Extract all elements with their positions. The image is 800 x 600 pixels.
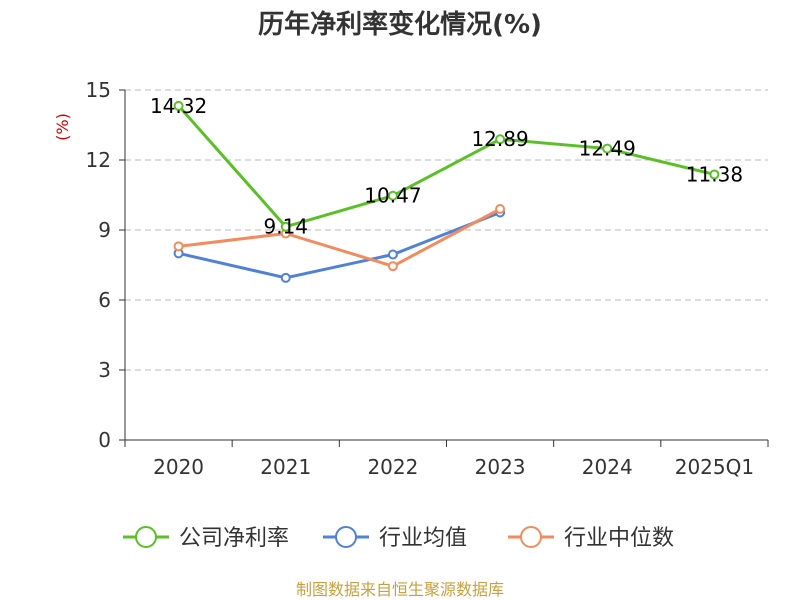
point-0-0: [173, 100, 184, 111]
point-1-1: [280, 272, 291, 283]
chart-title: 历年净利率变化情况(%): [258, 9, 542, 40]
legend-swatch-marker-0: [135, 526, 157, 548]
data-label-0-0: 14.32: [150, 94, 207, 118]
legend-item-1: 行业均值: [323, 526, 467, 551]
legend-item-0: 公司净利率: [123, 526, 289, 551]
point-0-4: [602, 143, 613, 154]
point-1-2: [387, 249, 398, 260]
series-2: [173, 204, 506, 272]
point-0-2: [387, 190, 398, 201]
x-tick-label-1: 2021: [260, 455, 311, 479]
y-tick-label-4: 12: [86, 148, 111, 172]
y-tick-label-1: 3: [98, 358, 111, 382]
series-0: [173, 100, 720, 232]
point-2-2: [387, 261, 398, 272]
legend-swatch-marker-1: [335, 526, 357, 548]
y-tick-label-2: 6: [98, 288, 111, 312]
legend-label-2: 行业中位数: [564, 526, 674, 551]
point-0-5: [709, 169, 720, 180]
data-label-0-5: 11.38: [686, 162, 743, 186]
x-tick-label-3: 2023: [475, 455, 526, 479]
data-label-0-1: 9.14: [263, 215, 308, 239]
source-note: 制图数据来自恒生聚源数据库: [296, 580, 504, 599]
series-line-1: [178, 211, 501, 280]
y-tick-label-0: 0: [98, 428, 111, 452]
legend-label-0: 公司净利率: [179, 526, 289, 551]
point-2-0: [173, 241, 184, 252]
x-tick-label-4: 2024: [582, 455, 633, 479]
x-tick-label-2: 2022: [367, 455, 418, 479]
grid-lines: [125, 89, 768, 371]
series-line-0: [177, 104, 715, 229]
y-axis-unit: (%): [53, 113, 72, 141]
x-tick-label-0: 2020: [153, 455, 204, 479]
point-2-3: [495, 204, 506, 214]
x-tick-label-5: 2025Q1: [675, 455, 754, 479]
y-tick-label-3: 9: [98, 218, 111, 242]
point-0-3: [495, 134, 506, 145]
legend-swatch-marker-2: [520, 526, 542, 548]
series-1: [173, 207, 506, 283]
data-label-0-4: 12.49: [579, 137, 636, 161]
series-line-2: [178, 207, 501, 268]
legend-item-2: 行业中位数: [508, 526, 674, 551]
series-layer: [173, 100, 720, 283]
legend-label-1: 行业均值: [379, 526, 467, 551]
data-label-0-3: 12.89: [471, 127, 528, 151]
y-tick-label-5: 15: [86, 78, 111, 102]
data-label-0-2: 10.47: [364, 184, 421, 208]
axes: 0 3 6 9 12 15 2020 2021 2022 2023 2024 2025Q1: [86, 78, 769, 479]
data-labels: 14.32 9.14 10.47 12.89 12.49 11.38: [150, 94, 743, 239]
point-0-1: [280, 221, 291, 232]
legend: 公司净利率 行业均值 行业中位数: [123, 526, 674, 551]
